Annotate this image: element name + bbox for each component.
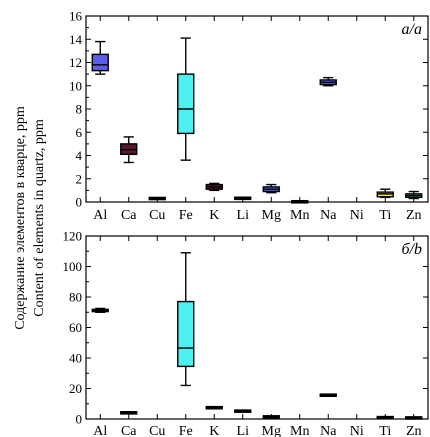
box-al — [91, 307, 109, 313]
y-tick-label: 0 — [76, 195, 83, 210]
box-ca — [120, 136, 138, 164]
category-label-mg: Mg — [262, 208, 281, 223]
category-label-mn: Mn — [290, 424, 309, 437]
category-label-ti: Ti — [379, 208, 391, 223]
y-tick-label: 60 — [69, 320, 82, 335]
category-label-zn: Zn — [406, 208, 422, 223]
plot-frame — [85, 235, 429, 420]
category-label-ni: Ni — [350, 208, 364, 223]
box-mg — [262, 183, 280, 194]
category-label-ni: Ni — [350, 424, 364, 437]
panel-label: б/b — [402, 241, 423, 258]
box-cu — [148, 196, 166, 201]
box-zn — [405, 190, 423, 200]
panel-b: 0 20 40 60 80 100 120 Al Ca Cu Fe K Li Mg Mn Na Ni Ti Zn б/… — [63, 229, 429, 437]
box-body — [177, 300, 195, 368]
y-tick-label: 80 — [69, 290, 82, 305]
category-label-mn: Mn — [290, 208, 309, 223]
y-tick-label: 40 — [69, 351, 82, 366]
category-label-ca: Ca — [121, 424, 137, 437]
box-na — [319, 393, 337, 398]
category-label-li: Li — [237, 424, 250, 437]
box-body — [177, 73, 195, 135]
box-k — [205, 182, 223, 192]
y-tick-label: 4 — [76, 148, 83, 163]
category-label-li: Li — [237, 208, 250, 223]
category-label-k: K — [209, 208, 219, 223]
box-na — [319, 76, 337, 87]
category-label-fe: Fe — [179, 424, 193, 437]
box-li — [234, 409, 252, 413]
y-axis-label-english: Content of elements in quartz, ppm — [32, 119, 47, 317]
y-tick-label: 2 — [76, 171, 83, 186]
panel-a: 0 2 4 6 8 10 12 14 16 Al Ca Cu Fe K Li Mg Mn Na Ni Ti Zn а/a — [69, 9, 429, 223]
box-ti — [376, 415, 394, 420]
category-label-al: Al — [93, 208, 107, 223]
box-mg — [262, 415, 280, 419]
category-label-cu: Cu — [149, 424, 165, 437]
box-fe — [177, 37, 195, 161]
y-tick-label: 16 — [69, 9, 83, 24]
y-tick-label: 0 — [76, 412, 83, 427]
y-tick-label: 10 — [69, 78, 82, 93]
category-label-na: Na — [320, 208, 337, 223]
category-label-ca: Ca — [121, 208, 137, 223]
category-label-zn: Zn — [406, 424, 422, 437]
box-ca — [120, 411, 138, 415]
y-tick-label: 12 — [69, 55, 82, 70]
box-fe — [177, 252, 195, 387]
category-label-na: Na — [320, 424, 337, 437]
box-ti — [376, 188, 394, 199]
box-al — [91, 40, 109, 75]
category-label-al: Al — [93, 424, 107, 437]
category-label-cu: Cu — [149, 208, 165, 223]
y-tick-label: 20 — [69, 381, 82, 396]
box-body — [91, 53, 109, 72]
y-tick-label: 14 — [69, 32, 83, 47]
y-tick-label: 100 — [63, 259, 83, 274]
box-k — [205, 405, 223, 410]
box-mn — [291, 199, 309, 204]
y-tick-label: 8 — [76, 102, 83, 117]
y-tick-label: 120 — [63, 229, 83, 244]
y-axis-label-russian: Содержание элементов в кварце, ppm — [13, 106, 28, 330]
category-label-mg: Mg — [262, 424, 281, 437]
y-tick-label: 6 — [76, 125, 83, 140]
category-label-k: K — [209, 424, 219, 437]
category-label-fe: Fe — [179, 208, 193, 223]
box-zn — [405, 416, 423, 420]
box-li — [234, 196, 252, 201]
category-label-ti: Ti — [379, 424, 391, 437]
plot-frame — [85, 15, 429, 203]
panel-label: а/a — [402, 21, 422, 38]
